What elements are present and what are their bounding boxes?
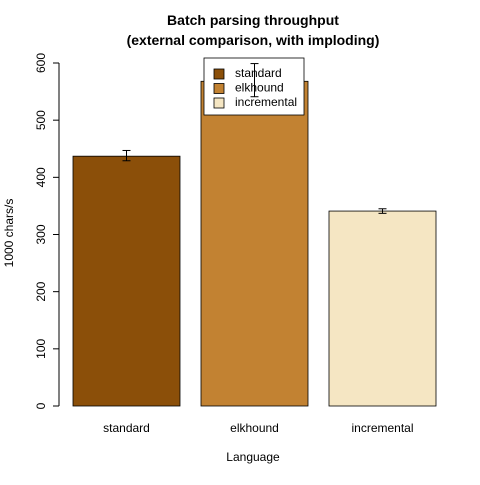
legend-label-elkhound: elkhound bbox=[235, 81, 284, 95]
x-tick-label-elkhound: elkhound bbox=[230, 421, 279, 435]
bar-incremental bbox=[328, 210, 437, 407]
y-tick-label: 600 bbox=[34, 53, 48, 73]
error-bar-overlay-elkhound bbox=[250, 63, 259, 98]
bar-elkhound bbox=[200, 80, 309, 407]
y-tick-label: 400 bbox=[34, 167, 48, 187]
x-tick-labels: standard elkhound incremental bbox=[103, 421, 413, 435]
legend-label-standard: standard bbox=[235, 66, 282, 80]
y-tick-label: 200 bbox=[34, 281, 48, 301]
error-bar-standard bbox=[122, 149, 131, 162]
x-tick-label-incremental: incremental bbox=[351, 421, 413, 435]
chart-title-line-2: (external comparison, with imploding) bbox=[127, 32, 380, 48]
x-axis-label: Language bbox=[226, 450, 280, 464]
bar-standard bbox=[72, 155, 181, 407]
legend-label-incremental: incremental bbox=[235, 95, 297, 109]
y-tick-label: 0 bbox=[34, 402, 48, 409]
y-tick-label: 500 bbox=[34, 110, 48, 130]
x-tick-label-standard: standard bbox=[103, 421, 150, 435]
error-bar-incremental bbox=[378, 208, 387, 214]
y-axis: 0 100 200 300 400 500 600 bbox=[34, 53, 60, 409]
chart-title-line-1: Batch parsing throughput bbox=[167, 12, 339, 28]
y-axis-label: 1000 chars/s bbox=[2, 199, 16, 268]
bars bbox=[72, 80, 437, 407]
y-tick-label: 100 bbox=[34, 339, 48, 359]
legend-swatch-elkhound bbox=[213, 83, 225, 94]
legend-swatch-standard bbox=[213, 68, 225, 80]
y-tick-label: 300 bbox=[34, 224, 48, 244]
legend-swatch-incremental bbox=[213, 97, 225, 109]
